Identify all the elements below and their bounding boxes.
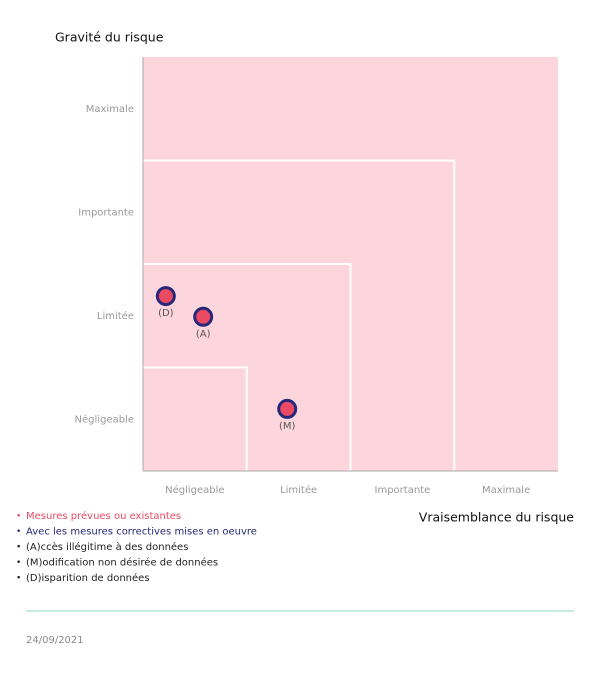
legend-bullet: • — [16, 558, 21, 568]
zone-boundary — [143, 366, 248, 471]
y-tick-label: Maximale — [86, 104, 134, 115]
legend-item: Avec les mesures correctives mises en oe… — [26, 527, 257, 538]
point-label: (A) — [196, 329, 211, 340]
legend-bullet: • — [16, 543, 21, 553]
zone-boundary — [143, 263, 352, 471]
x-tick-label: Maximale — [482, 485, 530, 496]
legend-bullet: • — [16, 574, 21, 584]
y-tick-label: Limitée — [97, 310, 134, 322]
y-tick-label: Importante — [78, 207, 134, 218]
risk-point — [155, 286, 176, 307]
point-label: (M) — [279, 421, 296, 432]
x-tick-label: Importante — [375, 485, 431, 496]
point-label: (D) — [158, 308, 174, 319]
footer-date: 24/09/2021 — [26, 635, 84, 646]
y-tick-label: Négligeable — [75, 413, 134, 425]
x-tick-label: Négligeable — [165, 484, 224, 496]
x-tick-label: Limitée — [280, 484, 317, 496]
legend-item: (A)ccès illégitime à des données — [26, 541, 188, 553]
legend-bullet: • — [16, 512, 21, 522]
y-axis-title: Gravité du risque — [55, 30, 164, 45]
risk-point — [277, 398, 298, 419]
legend-bullet: • — [16, 527, 21, 537]
legend-item: Mesures prévues ou existantes — [26, 510, 181, 522]
x-axis-title: Vraisemblance du risque — [419, 510, 575, 525]
legend-item: (M)odification non désirée de données — [26, 557, 218, 569]
risk-point — [193, 306, 214, 327]
zone-boundary — [143, 159, 456, 471]
legend-item: (D)isparition de données — [26, 572, 150, 584]
